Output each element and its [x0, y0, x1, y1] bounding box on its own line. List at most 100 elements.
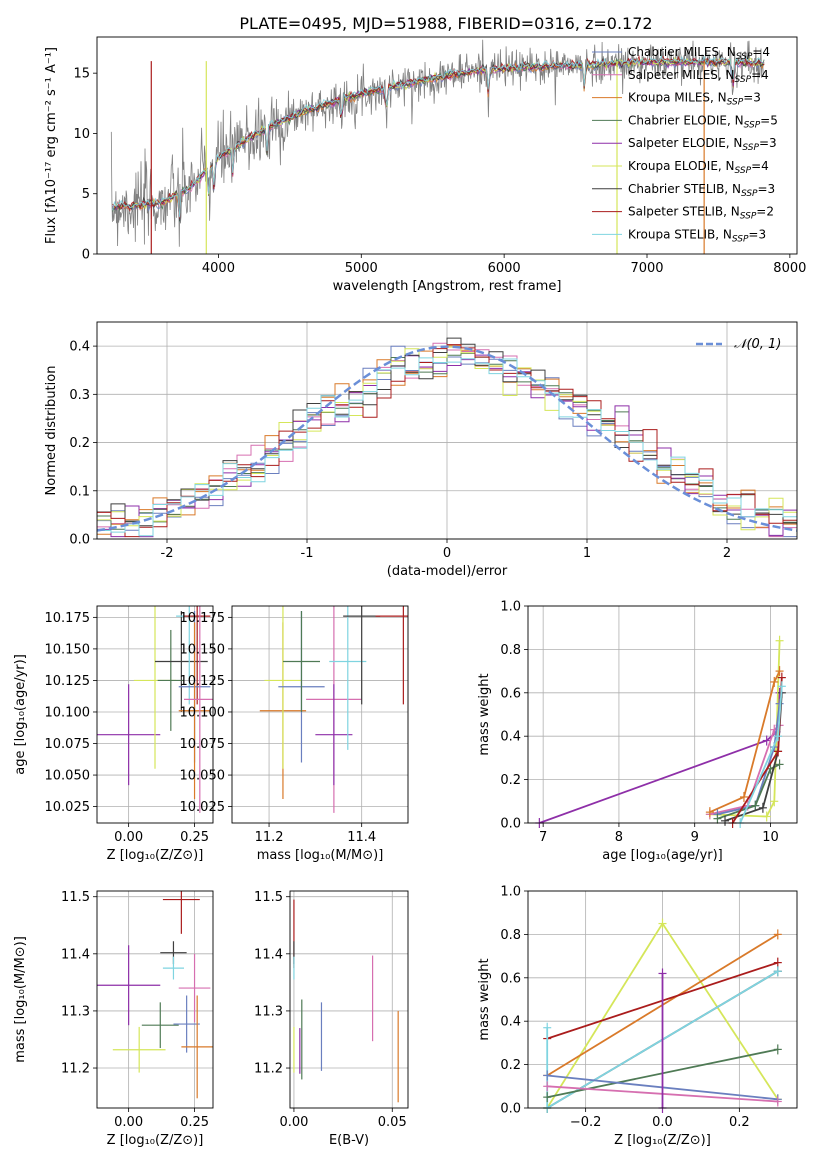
y-tick-label: 0.8 — [500, 928, 521, 943]
x-axis-label: Z [log₁₀(Z/Z⊙)] — [107, 1133, 204, 1148]
axes-frame — [527, 890, 798, 1109]
x-axis-label: age [log₁₀(age/yr)] — [602, 848, 723, 863]
y-axis-label: Flux [fλ10⁻¹⁷ erg cm⁻² s⁻¹ A⁻¹] — [44, 47, 59, 244]
legend-entry: Kroupa MILES, NSSP=3 — [628, 91, 761, 108]
y-tick-label: 0.2 — [69, 436, 90, 451]
y-tick-label: 10.150 — [45, 642, 91, 657]
legend-subscript: SSP — [735, 166, 752, 176]
legend-subscript: SSP — [727, 98, 744, 108]
residuals-panel: -2 -1 0 1 2 0.0 0.1 0.2 0.3 0.4 (data-model)/error… — [44, 321, 798, 579]
weight-vs-metallicity-panel: −0.2 0.0 0.2 0.0 0.2 0.4 0.6 0.8 1.0 Z [log₁₀(Z/Z… — [477, 885, 798, 1148]
y-tick-label: 0 — [82, 248, 90, 263]
x-tick-label: 5000 — [345, 261, 378, 276]
x-axis-label: wavelength [Angstrom, rest frame] — [333, 279, 562, 294]
x-tick-label: 11.2 — [255, 830, 284, 845]
weight-series-line — [546, 970, 779, 1108]
legend-entry: 𝒩(0, 1) — [734, 337, 781, 352]
legend-subscript: SSP — [741, 189, 758, 199]
x-tick-label: −0.2 — [570, 1115, 602, 1130]
y-tick-label: 0.4 — [500, 1015, 521, 1030]
x-axis-label: Z [log₁₀(Z/Z⊙)] — [107, 848, 204, 863]
y-tick-label: 0.0 — [500, 1102, 521, 1117]
x-tick-label: 0.25 — [180, 830, 209, 845]
legend-subscript: SSP — [736, 52, 753, 62]
age-vs-metallicity-panel: 0.00 0.25 10.025 10.050 10.075 10.100 10.125 10… — [13, 605, 214, 863]
age-vs-mass-panel: 11.2 11.4 10.025 10.050 10.075 10.100 10.125 10… — [180, 605, 409, 863]
legend-subscript: SSP — [742, 143, 759, 153]
y-tick-label: 10.025 — [180, 800, 226, 815]
legend-entry: Salpeter MILES, NSSP=4 — [628, 68, 769, 85]
x-tick-label: 4000 — [202, 261, 235, 276]
y-tick-label: 1.0 — [500, 600, 521, 615]
y-tick-label: 0.4 — [69, 340, 90, 355]
axes-frame — [527, 605, 798, 824]
weight-vs-age-panel: 7 8 9 10 0.0 0.2 0.4 0.6 0.8 1.0 age [log₁₀(age/yr… — [477, 600, 798, 863]
legend-entry: Salpeter ELODIE, NSSP=3 — [628, 136, 777, 153]
x-tick-label: 7000 — [630, 261, 663, 276]
y-tick-label: 10.050 — [45, 769, 91, 784]
legend-count: =3 — [758, 182, 776, 196]
y-tick-label: 0.1 — [69, 484, 90, 499]
x-tick-label: 7 — [539, 830, 547, 845]
y-tick-label: 10.125 — [180, 674, 226, 689]
legend-entry: Chabrier STELIB, NSSP=3 — [628, 182, 775, 199]
x-tick-label: -2 — [161, 546, 174, 561]
y-tick-label: 11.4 — [61, 947, 90, 962]
legend-entry: Chabrier MILES, NSSP=4 — [628, 45, 770, 62]
figure-title: PLATE=0495, MJD=51988, FIBERID=0316, z=0… — [239, 14, 652, 33]
spectrum-data-line — [110, 39, 765, 247]
x-tick-label: 0.00 — [114, 1115, 143, 1130]
legend-subscript: SSP — [732, 234, 749, 244]
x-tick-label: -1 — [301, 546, 314, 561]
legend-count: =3 — [748, 227, 766, 241]
y-tick-label: 0.2 — [500, 773, 521, 788]
legend-count: =4 — [751, 159, 769, 173]
legend-entry: Chabrier ELODIE, NSSP=5 — [628, 113, 778, 130]
y-tick-label: 10.075 — [45, 737, 91, 752]
y-tick-label: 10.025 — [45, 800, 91, 815]
spectrum-panel: 4000 5000 6000 7000 8000 0 5 10 15 wavelength [An… — [44, 36, 806, 294]
y-tick-label: 0.0 — [69, 533, 90, 548]
legend-subscript: SSP — [744, 120, 761, 130]
y-tick-label: 11.4 — [254, 947, 283, 962]
y-tick-label: 10.175 — [180, 611, 226, 626]
y-tick-label: 11.3 — [61, 1004, 90, 1019]
x-tick-label: 0.00 — [114, 830, 143, 845]
y-tick-label: 11.5 — [61, 890, 90, 905]
x-tick-label: 11.4 — [347, 830, 376, 845]
y-tick-label: 11.5 — [254, 890, 283, 905]
x-tick-label: 1 — [583, 546, 591, 561]
y-tick-label: 10.125 — [45, 674, 91, 689]
x-tick-label: 0 — [443, 546, 451, 561]
weight-series-line — [717, 703, 781, 816]
y-tick-label: 0.6 — [500, 686, 521, 701]
y-tick-label: 10.150 — [180, 642, 226, 657]
mass-vs-metallicity-panel: 0.00 0.25 11.2 11.3 11.4 11.5 Z [log₁₀(Z/Z⊙)] m… — [13, 890, 214, 1148]
axes-frame — [96, 321, 798, 540]
x-tick-label: 10 — [762, 830, 779, 845]
y-tick-label: 0.2 — [500, 1058, 521, 1073]
y-tick-label: 11.3 — [254, 1004, 283, 1019]
x-tick-label: 0.25 — [180, 1115, 209, 1130]
y-axis-label: mass weight — [477, 673, 492, 755]
legend-entry: Kroupa STELIB, NSSP=3 — [628, 227, 766, 244]
y-tick-label: 1.0 — [500, 885, 521, 900]
y-tick-label: 0.6 — [500, 971, 521, 986]
histogram-step — [97, 357, 797, 538]
axes-frame — [96, 36, 798, 255]
x-tick-label: 2 — [723, 546, 731, 561]
x-tick-label: 0.05 — [378, 1115, 407, 1130]
x-axis-label: E(B-V) — [329, 1133, 369, 1148]
y-tick-label: 0.0 — [500, 817, 521, 832]
legend-count: =3 — [759, 136, 777, 150]
weight-series-line — [709, 670, 781, 813]
legend-count: =4 — [752, 45, 770, 59]
y-tick-label: 10.050 — [180, 769, 226, 784]
legend-count: =3 — [743, 91, 761, 105]
legend-entry: Kroupa ELODIE, NSSP=4 — [628, 159, 769, 176]
y-tick-label: 10 — [73, 127, 90, 142]
spectrum-legend: Chabrier MILES, NSSP=4 Salpeter MILES, NS… — [592, 45, 778, 244]
axes-frame — [96, 605, 214, 824]
